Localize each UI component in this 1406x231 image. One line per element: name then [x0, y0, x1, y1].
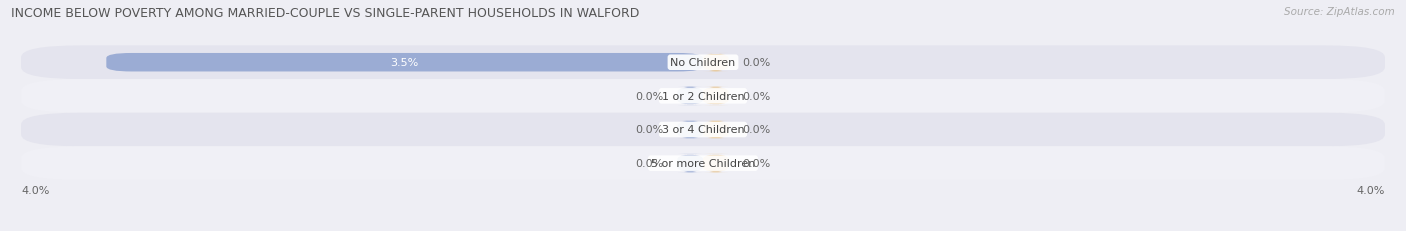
FancyBboxPatch shape [21, 113, 1385, 147]
FancyBboxPatch shape [21, 147, 1385, 180]
Text: 4.0%: 4.0% [1357, 185, 1385, 195]
Text: 0.0%: 0.0% [742, 58, 770, 68]
Text: 0.0%: 0.0% [636, 125, 664, 135]
FancyBboxPatch shape [703, 154, 728, 173]
Text: Source: ZipAtlas.com: Source: ZipAtlas.com [1284, 7, 1395, 17]
FancyBboxPatch shape [703, 54, 728, 72]
FancyBboxPatch shape [678, 154, 703, 173]
FancyBboxPatch shape [21, 80, 1385, 113]
FancyBboxPatch shape [678, 121, 703, 139]
Text: 3 or 4 Children: 3 or 4 Children [662, 125, 744, 135]
Text: 5 or more Children: 5 or more Children [651, 158, 755, 168]
FancyBboxPatch shape [703, 121, 728, 139]
FancyBboxPatch shape [21, 46, 1385, 80]
FancyBboxPatch shape [678, 87, 703, 106]
Text: 3.5%: 3.5% [391, 58, 419, 68]
Text: 1 or 2 Children: 1 or 2 Children [662, 91, 744, 101]
Text: 0.0%: 0.0% [742, 91, 770, 101]
FancyBboxPatch shape [107, 54, 703, 72]
Text: 0.0%: 0.0% [742, 158, 770, 168]
Text: 4.0%: 4.0% [21, 185, 49, 195]
Text: INCOME BELOW POVERTY AMONG MARRIED-COUPLE VS SINGLE-PARENT HOUSEHOLDS IN WALFORD: INCOME BELOW POVERTY AMONG MARRIED-COUPL… [11, 7, 640, 20]
Text: 0.0%: 0.0% [636, 91, 664, 101]
Text: 0.0%: 0.0% [742, 125, 770, 135]
Text: No Children: No Children [671, 58, 735, 68]
FancyBboxPatch shape [703, 87, 728, 106]
Text: 0.0%: 0.0% [636, 158, 664, 168]
